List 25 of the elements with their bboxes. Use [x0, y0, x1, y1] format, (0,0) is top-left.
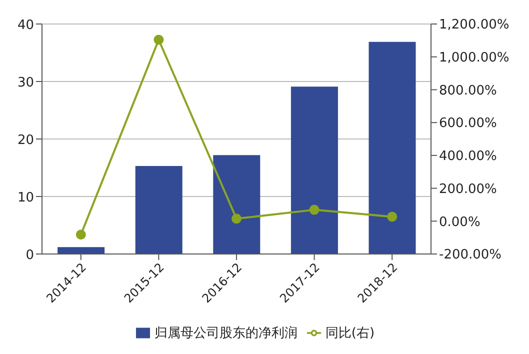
y2-tick-label: -200.00%: [439, 248, 502, 263]
y-tick-label: 10: [17, 190, 34, 206]
point: [387, 212, 398, 222]
y2-tick-label: 600.00%: [439, 116, 497, 132]
bar: [368, 42, 416, 254]
point: [154, 34, 164, 45]
y2-tick-label: 1,000.00%: [439, 50, 510, 66]
y-tick-label: 40: [17, 18, 34, 33]
bar: [58, 247, 105, 254]
y-tick-label: 20: [17, 133, 34, 148]
y-tick-label: 0: [26, 248, 34, 263]
bar: [290, 86, 338, 254]
bar: [135, 166, 182, 254]
y2-tick-label: 1,200.00%: [439, 18, 510, 33]
point: [76, 230, 86, 240]
y2-tick-label: 0.00%: [439, 214, 480, 230]
point: [232, 214, 242, 224]
point: [309, 204, 320, 215]
bar: [213, 155, 260, 254]
legend-label: 同比(右): [325, 326, 375, 341]
y-tick-label: 30: [17, 76, 34, 90]
y2-tick-label: 400.00%: [439, 149, 497, 164]
y2-tick-label: 800.00%: [439, 83, 497, 98]
legend-label: 归属母公司股东的净利润: [154, 326, 298, 341]
y2-tick-label: 200.00%: [439, 182, 497, 197]
